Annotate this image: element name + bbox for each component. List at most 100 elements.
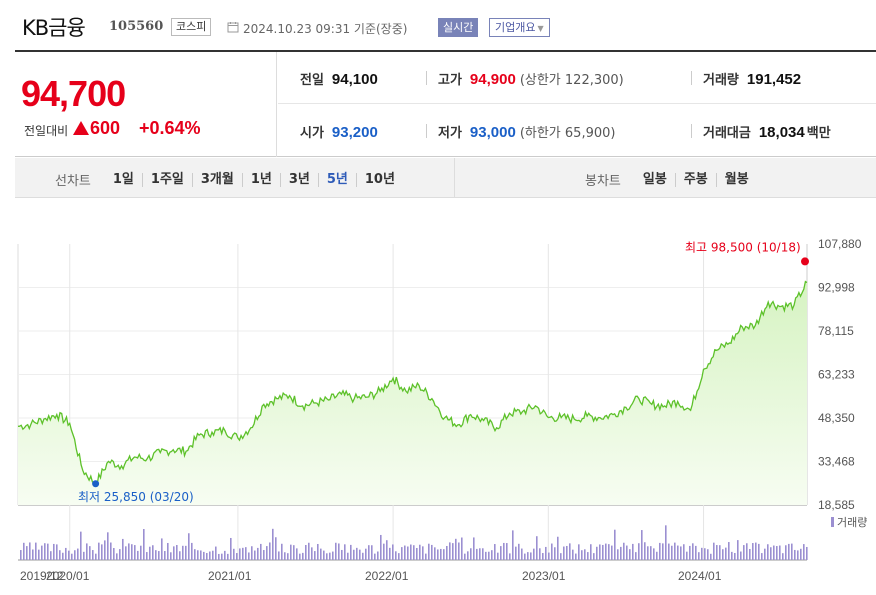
volume-bar [290, 544, 292, 560]
volume-bar [539, 548, 541, 560]
volume-bar [476, 548, 478, 560]
volume-bar [410, 544, 412, 560]
volume-bar [197, 550, 199, 560]
volume-bar [590, 544, 592, 560]
candle-daily[interactable]: 일봉 [642, 171, 667, 187]
stock-name: KB금융 [22, 16, 86, 40]
volume-bar [464, 553, 466, 560]
volume-bar [371, 545, 373, 560]
volume-bar [380, 534, 382, 560]
volume-bar [50, 551, 52, 560]
volume-bar [623, 542, 625, 560]
volume-bar [83, 551, 85, 560]
current-price: 94,700 [21, 73, 126, 114]
volume-bar [242, 547, 244, 560]
period-10y[interactable]: 10년 [355, 172, 403, 187]
volume-bar [515, 546, 517, 560]
volume-bar [155, 550, 157, 560]
volume-bar [560, 553, 562, 560]
period-5y[interactable]: 5년 [317, 172, 356, 187]
volume-bar [701, 547, 703, 560]
volume-bar [113, 548, 115, 560]
volume-bar [494, 544, 496, 560]
volume-bar [221, 553, 223, 560]
volume-bar [689, 545, 691, 560]
stock-header: KB금융 105560 코스피 2024.10.23 09:31 기준(장중) … [0, 0, 876, 48]
volume-bar [800, 548, 802, 560]
volume-bar [311, 547, 313, 560]
candle-chart-label: 봉차트 [585, 174, 621, 189]
volume-bar [341, 549, 343, 560]
volume-bar [293, 545, 295, 560]
volume-bar [473, 537, 475, 560]
volume-bar [746, 543, 748, 560]
price-chart[interactable]: 107,880 92,998 78,115 63,233 48,350 33,468 18,… [0, 200, 876, 595]
volume-bar [314, 551, 316, 560]
y-tick-label: 63,233 [818, 367, 855, 381]
volume-bar [251, 546, 253, 560]
volume-bar [629, 549, 631, 560]
volume-bar [62, 552, 64, 560]
volume-bar [686, 551, 688, 560]
volume-bar [776, 546, 778, 560]
stat-label: 거래대금 [703, 126, 751, 141]
volume-bar [506, 543, 508, 560]
volume-bar [596, 546, 598, 560]
volume-bar [728, 542, 730, 560]
min-annotation: 최저 25,850 (03/20) [78, 490, 194, 504]
volume-bar [713, 542, 715, 560]
stat-value: 93,200 [331, 124, 378, 141]
volume-bar [374, 553, 376, 560]
y-tick-label: 48,350 [818, 411, 855, 425]
candle-weekly[interactable]: 주봉 [674, 172, 716, 187]
max-annotation: 최고 98,500 (10/18) [685, 240, 801, 254]
volume-bar [452, 543, 454, 560]
volume-bar [248, 552, 250, 560]
volume-bar [431, 544, 433, 560]
price-panel: 94,700 전일대비 600 +0.64% 전일 94,100 고가 94,900… [15, 50, 876, 157]
stock-code: 105560 [109, 19, 164, 34]
volume-bar [446, 545, 448, 560]
volume-bar [338, 543, 340, 560]
volume-bar [224, 550, 226, 560]
volume-bar [191, 542, 193, 560]
line-chart-label: 선차트 [55, 174, 91, 189]
company-info-label: 기업개요 [495, 21, 536, 34]
volume-bar [500, 546, 502, 560]
period-3m[interactable]: 3개월 [191, 172, 242, 187]
volume-bar [257, 547, 259, 560]
period-1w[interactable]: 1주일 [141, 172, 192, 187]
x-tick-label: 2024/01 [678, 569, 722, 583]
volume-bar [176, 545, 178, 560]
candle-chart-periods: 봉차트 일봉 주봉 월봉 [585, 170, 757, 189]
up-arrow-icon [73, 121, 89, 135]
period-1d[interactable]: 1일 [112, 171, 134, 187]
volume-bar [308, 542, 310, 560]
stat-label: 고가 [438, 73, 462, 88]
period-3y[interactable]: 3년 [279, 172, 318, 187]
volume-bar [209, 551, 211, 560]
volume-bar [296, 548, 298, 560]
period-1y[interactable]: 1년 [241, 172, 280, 187]
volume-bar [47, 543, 49, 560]
volume-bar [632, 543, 634, 560]
price-change: 600 [73, 118, 120, 139]
realtime-button[interactable]: 실시간 [438, 18, 479, 37]
volume-bar [773, 545, 775, 560]
company-info-dropdown[interactable]: 기업개요 ▼ [489, 18, 550, 37]
volume-bar [266, 546, 268, 560]
volume-bar [647, 546, 649, 560]
volume-bar [179, 551, 181, 560]
volume-bar [383, 543, 385, 560]
volume-bar [671, 545, 673, 560]
candle-monthly[interactable]: 월봉 [715, 172, 757, 187]
volume-bar [557, 536, 559, 560]
volume-bar [98, 542, 100, 560]
volume-bar [170, 552, 172, 560]
volume-bar [161, 538, 163, 560]
volume-bar [587, 552, 589, 560]
volume-bar [149, 546, 151, 560]
volume-bar [92, 550, 94, 560]
price-chart-svg[interactable]: 107,880 92,998 78,115 63,233 48,350 33,468 18,… [0, 200, 876, 595]
volume-bar [518, 543, 520, 560]
